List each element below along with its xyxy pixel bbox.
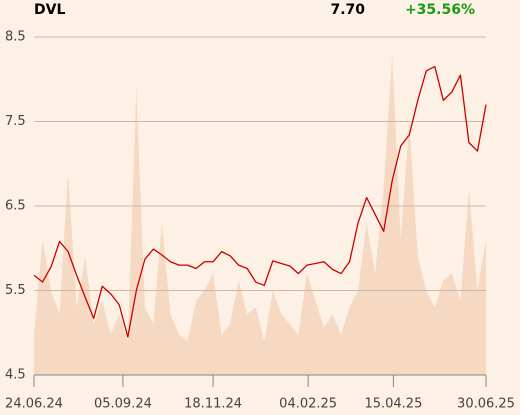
x-tick-label: 30.06.25 [457,397,515,412]
x-tick-label: 24.06.24 [5,397,63,412]
y-tick-label: 7.5 [5,114,26,129]
x-tick-label: 15.04.25 [364,397,422,412]
price: 7.70 [330,2,365,18]
change: +35.56% [405,2,475,18]
symbol: DVL [34,2,65,18]
x-tick-label: 04.02.25 [279,397,337,412]
y-tick-label: 6.5 [5,199,26,214]
price-line [33,65,487,338]
y-tick-label: 8.5 [5,30,26,45]
y-tick-label: 5.5 [5,283,26,298]
x-tick-label: 05.09.24 [94,397,152,412]
x-tick-label: 18.11.24 [184,397,242,412]
volume-area [34,53,486,376]
y-tick-label: 4.5 [5,368,26,383]
